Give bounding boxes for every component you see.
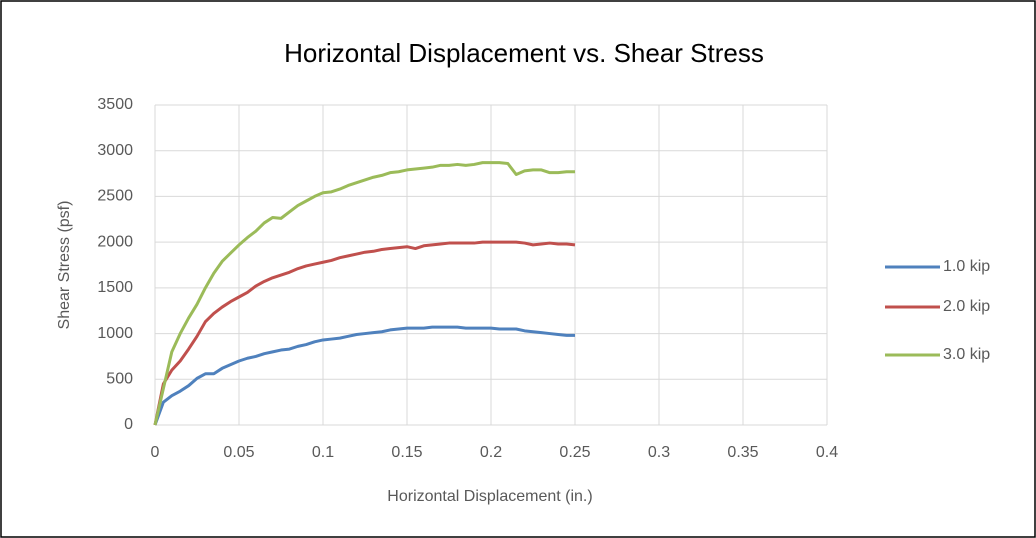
x-tick-label: 0.3 <box>648 444 670 461</box>
series-line <box>153 240 576 426</box>
x-tick-label: 0.05 <box>223 444 254 461</box>
y-axis-label: Shear Stress (psf) <box>56 201 73 330</box>
y-tick-label: 3000 <box>97 142 133 159</box>
x-tick-label: 0.4 <box>816 444 838 461</box>
series-line <box>153 161 575 426</box>
series-line <box>153 325 575 426</box>
x-tick-label: 0.35 <box>727 444 758 461</box>
legend-label: 3.0 kip <box>943 346 990 363</box>
legend-label: 2.0 kip <box>943 298 990 315</box>
y-tick-label: 1000 <box>97 325 133 342</box>
y-tick-label: 1500 <box>97 279 133 296</box>
legend-label: 1.0 kip <box>943 258 990 275</box>
y-tick-label: 500 <box>106 371 133 388</box>
x-tick-label: 0.2 <box>480 444 502 461</box>
x-axis-label: Horizontal Displacement (in.) <box>387 488 592 505</box>
y-tick-label: 0 <box>124 416 133 433</box>
x-tick-label: 0.25 <box>559 444 590 461</box>
x-tick-label: 0.15 <box>391 444 422 461</box>
y-tick-label: 2000 <box>97 233 133 250</box>
y-tick-label: 2500 <box>97 188 133 205</box>
y-tick-label: 3500 <box>97 96 133 113</box>
chart-title: Horizontal Displacement vs. Shear Stress <box>284 38 764 68</box>
x-tick-label: 0 <box>151 444 160 461</box>
x-tick-label: 0.1 <box>312 444 334 461</box>
